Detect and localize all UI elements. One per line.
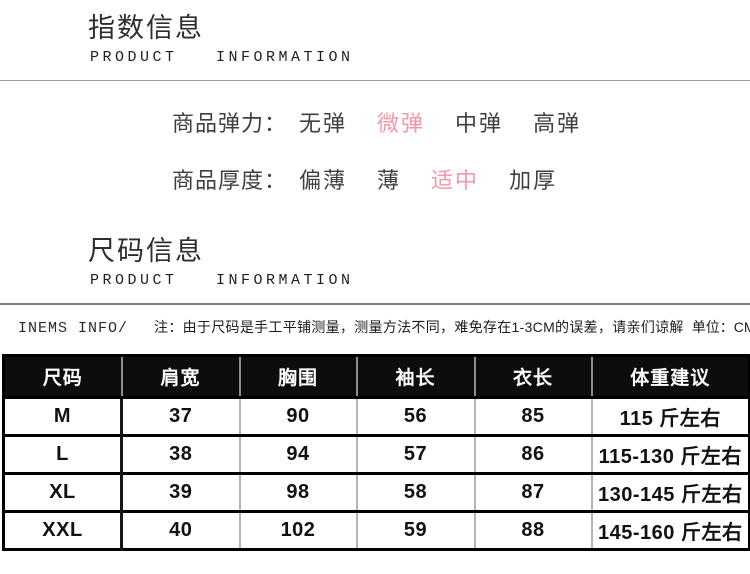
cell-shoulder: 40: [120, 509, 240, 549]
cell-weight: 130-145 斤左右: [590, 471, 750, 511]
col-header-sleeve: 袖长: [355, 355, 475, 397]
cell-bust: 94: [238, 433, 357, 473]
cell-sleeve: 57: [355, 433, 475, 473]
elasticity-label: 商品弹力：: [172, 110, 288, 136]
note-bar: INEMS INFO/ 注：由于尺码是手工平铺测量，测量方法不同，难免存在1-3…: [0, 305, 750, 337]
cell-length: 88: [473, 509, 592, 549]
cell-shoulder: 39: [120, 471, 240, 511]
unit-label: 单位：CM: [691, 318, 750, 335]
cell-length: 85: [473, 395, 592, 435]
cell-sleeve: 58: [355, 471, 475, 511]
size-row-l: L 38 94 57 86 115-130 斤左右: [3, 433, 750, 473]
size-section-title: 尺码信息: [88, 235, 204, 266]
thickness-option-thin: 薄: [377, 167, 402, 193]
measurement-note: 注：由于尺码是手工平铺测量，测量方法不同，难免存在1-3CM的误差，请亲们谅解: [154, 318, 684, 335]
cell-weight: 115 斤左右: [590, 395, 750, 435]
col-header-length: 衣长: [473, 355, 592, 397]
col-header-shoulder: 肩宽: [120, 355, 240, 397]
size-row-xxl: XXL 40 102 59 88 145-160 斤左右: [3, 509, 750, 549]
size-section-subtitle: PRODUCT INFORMATION: [90, 271, 354, 289]
cell-weight: 145-160 斤左右: [590, 509, 750, 549]
cell-sleeve: 56: [355, 395, 475, 435]
size-row-xl: XL 39 98 58 87 130-145 斤左右: [3, 471, 750, 511]
cell-size: L: [3, 433, 122, 473]
thickness-label: 商品厚度：: [172, 167, 288, 193]
elasticity-option-high: 高弹: [533, 110, 582, 136]
index-section-title: 指数信息: [88, 13, 204, 43]
thickness-option-medium-selected: 适中: [431, 167, 480, 193]
thickness-option-thick: 加厚: [509, 167, 558, 193]
section-divider-top: [0, 79, 750, 81]
cell-shoulder: 37: [120, 395, 240, 435]
brand-label: INEMS INFO/: [18, 319, 129, 337]
section-divider-bottom: [0, 302, 750, 305]
col-header-size: 尺码: [3, 355, 122, 397]
size-table: 尺码 肩宽 胸围 袖长 衣长 体重建议 M 37 90 56 85 115 斤左…: [2, 353, 750, 551]
cell-length: 86: [473, 433, 592, 473]
col-header-bust: 胸围: [238, 355, 357, 397]
cell-sleeve: 59: [355, 509, 475, 549]
elasticity-option-medium: 中弹: [455, 110, 504, 136]
cell-size: XXL: [3, 509, 122, 549]
thickness-row: 商品厚度： 偏薄 薄 适中 加厚: [172, 163, 750, 195]
index-section-subtitle: PRODUCT INFORMATION: [90, 48, 354, 66]
elasticity-option-slight-selected: 微弹: [377, 110, 426, 136]
cell-size: XL: [3, 471, 122, 511]
size-table-header-row: 尺码 肩宽 胸围 袖长 衣长 体重建议: [3, 355, 750, 397]
cell-length: 87: [473, 471, 592, 511]
size-row-m: M 37 90 56 85 115 斤左右: [3, 395, 750, 435]
cell-weight: 115-130 斤左右: [590, 433, 750, 473]
cell-bust: 90: [238, 395, 357, 435]
cell-shoulder: 38: [120, 433, 240, 473]
col-header-weight: 体重建议: [590, 355, 750, 397]
thickness-option-thinner: 偏薄: [299, 167, 348, 193]
elasticity-row: 商品弹力： 无弹 微弹 中弹 高弹: [172, 106, 750, 138]
cell-bust: 98: [238, 471, 357, 511]
cell-size: M: [3, 395, 122, 435]
elasticity-option-none: 无弹: [299, 110, 348, 136]
cell-bust: 102: [238, 509, 357, 549]
